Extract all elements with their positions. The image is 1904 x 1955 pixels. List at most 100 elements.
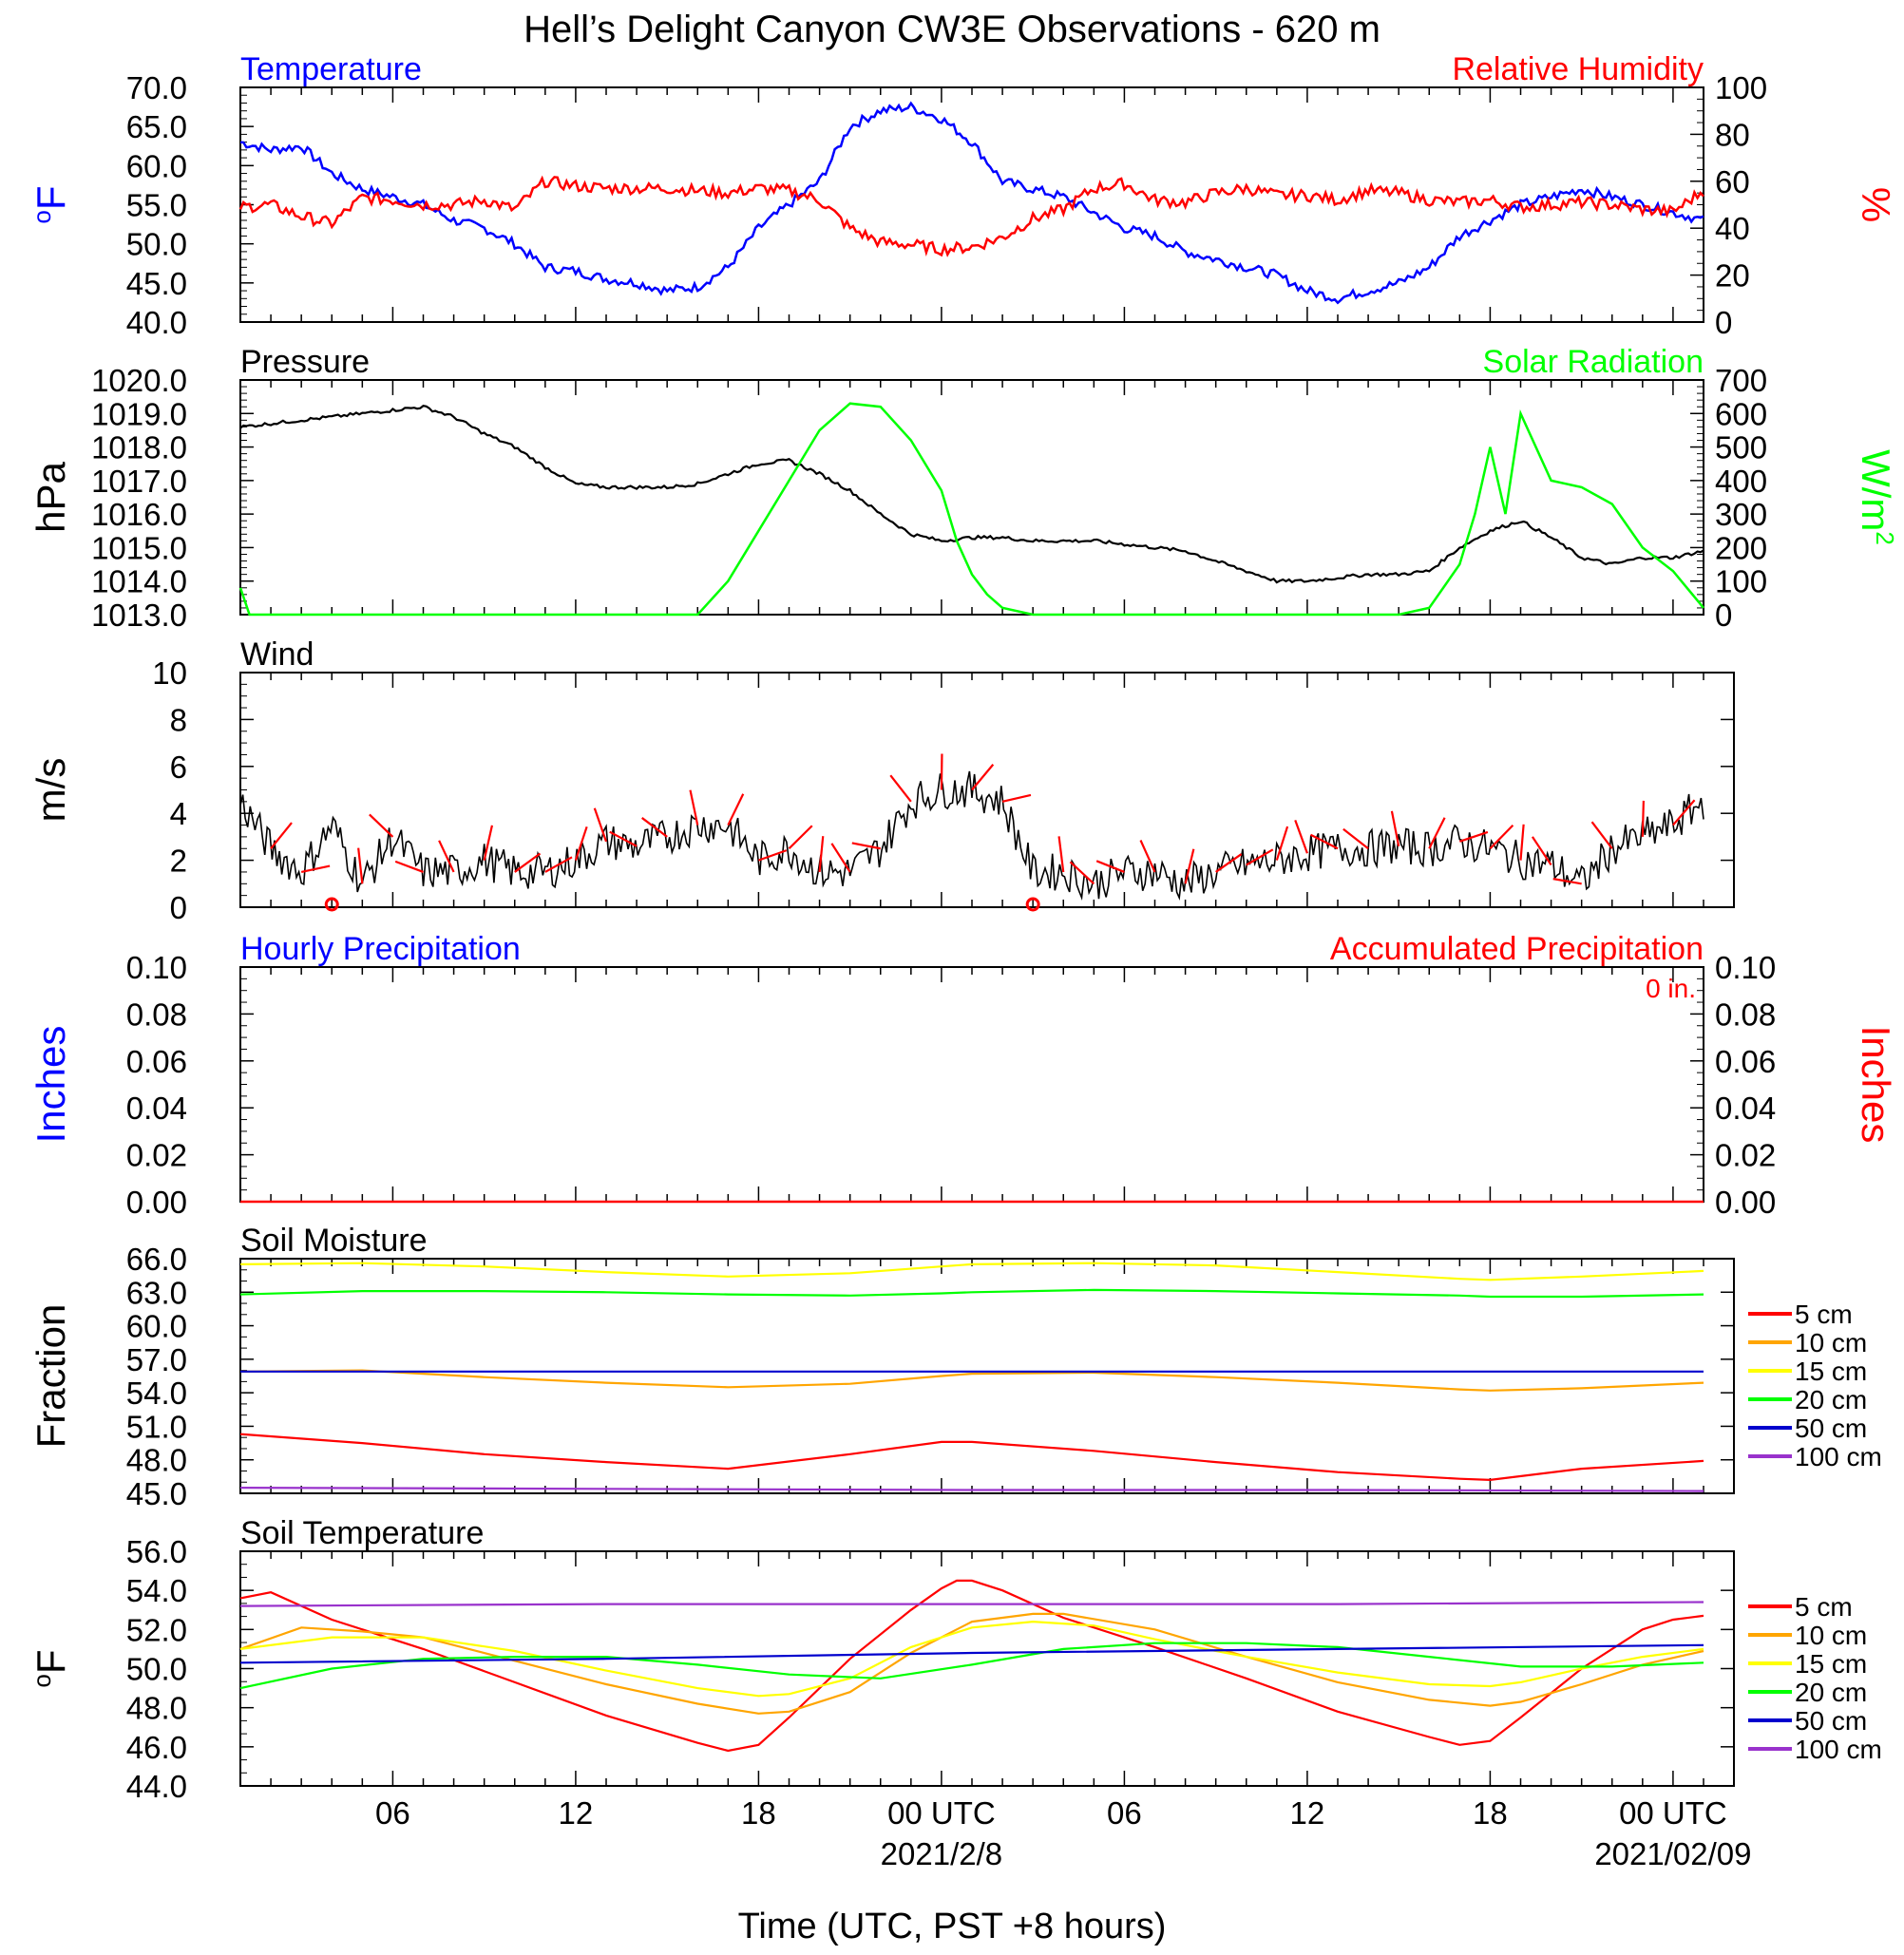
left-tick-label: 65.0: [126, 109, 187, 144]
wind-barb: [1275, 826, 1289, 861]
left-tick-label: 57.0: [126, 1342, 187, 1377]
soil-series-20cm: [239, 1642, 1704, 1690]
left-tick-label: 0.02: [126, 1138, 187, 1173]
wind-barb: [1489, 825, 1514, 850]
time-axis-labels: 06 12 18 00 UTC 06 12 18 00 UTC 2021/2/8 2021/02/…: [375, 1795, 1751, 1871]
left-tick-label: 0.10: [126, 950, 187, 985]
wind-barb: [1672, 799, 1696, 826]
wind-barb: [889, 774, 912, 803]
wind-speed-series: [239, 770, 1704, 901]
left-tick-label: 0.00: [126, 1185, 187, 1220]
left-axis-label: Inches: [29, 1026, 73, 1144]
left-tick-label: 1019.0: [91, 396, 187, 431]
left-tick-label: 48.0: [126, 1443, 187, 1478]
solar-series: [238, 402, 1704, 617]
legend-label: 50 cm: [1795, 1706, 1867, 1736]
right-tick-label: 700: [1715, 363, 1767, 398]
panel-frame: [239, 966, 1704, 1203]
x-date-label: 2021/2/8: [881, 1836, 1002, 1871]
x-tick-label: 18: [741, 1795, 776, 1831]
right-tick-label: 100: [1715, 564, 1767, 599]
right-tick-label: 200: [1715, 530, 1767, 565]
wind-barb: [758, 849, 788, 862]
wind-barb: [1184, 848, 1195, 884]
soil-series-15cm: [239, 1262, 1704, 1281]
left-tick-label: 56.0: [126, 1534, 187, 1569]
panel-title-left: Soil Temperature: [240, 1515, 484, 1551]
left-tick-label: 2: [170, 844, 187, 879]
panel-title-left: Hourly Precipitation: [240, 931, 521, 967]
legend-label: 20 cm: [1795, 1678, 1867, 1707]
legend-label: 5 cm: [1795, 1592, 1853, 1622]
panel-3: 10 8 6 4 2 0 Wind m/s: [29, 636, 1735, 925]
panel-4: 0.10 0.08 0.06 0.04 0.02 0.00 0.10 0.08 0.06 0.04…: [29, 931, 1898, 1220]
wind-barb: [609, 830, 638, 847]
wind-barb: [483, 825, 494, 861]
soil-series-100cm: [239, 1601, 1704, 1607]
panels: 70.065.060.055.050.045.040.0100806040200…: [28, 51, 1899, 1804]
x-tick-label: 06: [1107, 1795, 1142, 1831]
panel-title-right: Accumulated Precipitation: [1330, 931, 1704, 967]
right-tick-label: 300: [1715, 497, 1767, 532]
right-tick-label: 0: [1715, 598, 1732, 633]
left-tick-label: 50.0: [126, 1652, 187, 1687]
left-tick-label: 6: [170, 750, 187, 785]
soil-series-10cm: [239, 1612, 1704, 1715]
left-tick-label: 4: [170, 796, 187, 831]
rh-series: [238, 175, 1704, 257]
left-tick-label: 44.0: [126, 1769, 187, 1804]
wind-barb: [818, 836, 825, 873]
x-tick-label: 00 UTC: [887, 1795, 996, 1831]
left-axis-label: hPa: [29, 461, 73, 532]
panel-2: 1020.01019.01018.01017.01016.01015.01014…: [29, 344, 1899, 633]
wind-barb: [300, 864, 331, 874]
left-tick-label: 1014.0: [91, 564, 187, 599]
wind-barb: [1246, 848, 1274, 866]
right-tick-label: 600: [1715, 396, 1767, 431]
legend-label: 10 cm: [1795, 1328, 1867, 1357]
left-tick-label: 60.0: [126, 1309, 187, 1344]
wind-barb: [369, 813, 394, 838]
wind-barb: [1641, 800, 1645, 837]
legend-label: 15 cm: [1795, 1649, 1867, 1679]
right-tick-label: 0.00: [1715, 1185, 1776, 1220]
left-tick-label: 46.0: [126, 1730, 187, 1765]
wind-barb: [544, 856, 573, 873]
wind-barb: [727, 793, 745, 826]
right-tick-label: 100: [1715, 70, 1767, 105]
wind-barb: [357, 847, 364, 884]
panel-1: 70.0 65.0 60.0 55.0 50.0 45.0 40.0 100 80 60 40 20 0…: [28, 51, 1898, 340]
wind-barb: [641, 817, 668, 838]
right-tick-label: 60: [1715, 164, 1750, 199]
left-tick-label: 10: [152, 655, 187, 691]
left-tick-label: 48.0: [126, 1691, 187, 1726]
left-axis-label: m/s: [29, 758, 73, 823]
left-tick-label: 1016.0: [91, 497, 187, 532]
panel-frame: [239, 86, 1704, 323]
soil-series-20cm: [239, 1288, 1704, 1299]
panel-title-left: Wind: [240, 636, 314, 673]
left-tick-label: 1020.0: [91, 363, 187, 398]
wind-barb: [593, 807, 608, 843]
x-tick-label: 06: [375, 1795, 410, 1831]
right-tick-label: 20: [1715, 258, 1750, 294]
panel-title-right: Relative Humidity: [1452, 51, 1704, 87]
wind-barb: [270, 822, 293, 849]
left-tick-label: 60.0: [126, 148, 187, 183]
left-tick-label: 54.0: [126, 1573, 187, 1608]
left-tick-label: 45.0: [126, 266, 187, 301]
wind-barb: [1057, 836, 1065, 873]
panel-title-left: Soil Moisture: [240, 1223, 428, 1259]
x-tick-label: 12: [559, 1795, 594, 1831]
right-tick-label: 0.08: [1715, 996, 1776, 1032]
wind-barb: [1139, 840, 1156, 873]
wind-barb: [1552, 878, 1582, 885]
x-tick-label: 00 UTC: [1619, 1795, 1727, 1831]
wind-barb: [574, 826, 588, 861]
pressure-series: [239, 405, 1704, 584]
wind-barb: [788, 825, 813, 850]
wind-barb: [1519, 824, 1525, 861]
wind-barb: [1069, 861, 1095, 885]
left-tick-label: 8: [170, 702, 187, 737]
left-tick-label: 51.0: [126, 1409, 187, 1444]
